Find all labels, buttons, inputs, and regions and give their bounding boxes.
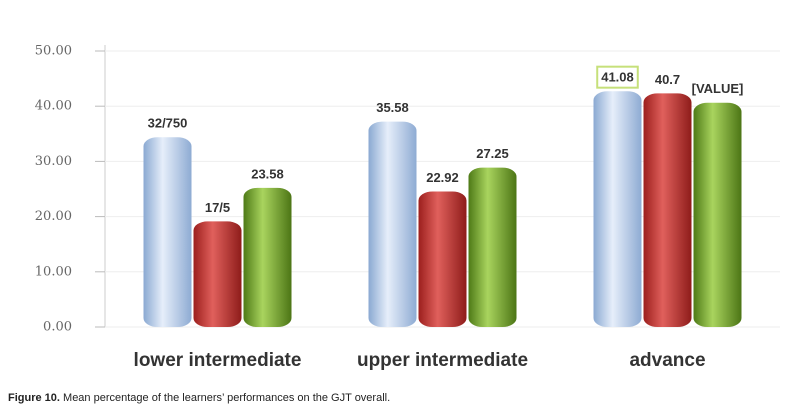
y-tick-label: 50.00 (35, 44, 72, 59)
bar (193, 221, 242, 327)
bar (693, 102, 742, 327)
caption-label: Figure 10. (8, 392, 60, 404)
bar (143, 137, 192, 327)
bar (643, 93, 692, 327)
bar (468, 167, 517, 327)
value-label: 35.58 (376, 100, 409, 115)
bar (418, 191, 467, 327)
x-tick-label: lower intermediate (134, 350, 302, 371)
y-tick-label: 10.00 (35, 264, 72, 279)
y-tick-label: 40.00 (35, 99, 72, 114)
bar (243, 187, 292, 327)
x-tick-label: upper intermediate (357, 350, 528, 371)
caption: Figure 10. Mean percentage of the learne… (8, 392, 390, 404)
value-label: [VALUE] (692, 81, 744, 96)
value-label: 22.92 (426, 170, 459, 185)
y-tick-label: 20.00 (35, 209, 72, 224)
value-label: 23.58 (251, 166, 284, 181)
bar (593, 91, 642, 327)
caption-text: Mean percentage of the learners’ perform… (63, 392, 390, 404)
label-highlight (596, 65, 639, 89)
bar (368, 121, 417, 328)
value-label: 32/750 (148, 116, 188, 131)
y-tick-label: 0.00 (43, 320, 72, 335)
value-label: 17/5 (205, 200, 230, 215)
value-label: 40.7 (655, 72, 680, 87)
value-label: 27.25 (476, 146, 509, 161)
value-label: 41.08 (601, 70, 634, 85)
y-tick-label: 30.00 (35, 154, 72, 169)
x-tick-label: advance (629, 350, 705, 371)
